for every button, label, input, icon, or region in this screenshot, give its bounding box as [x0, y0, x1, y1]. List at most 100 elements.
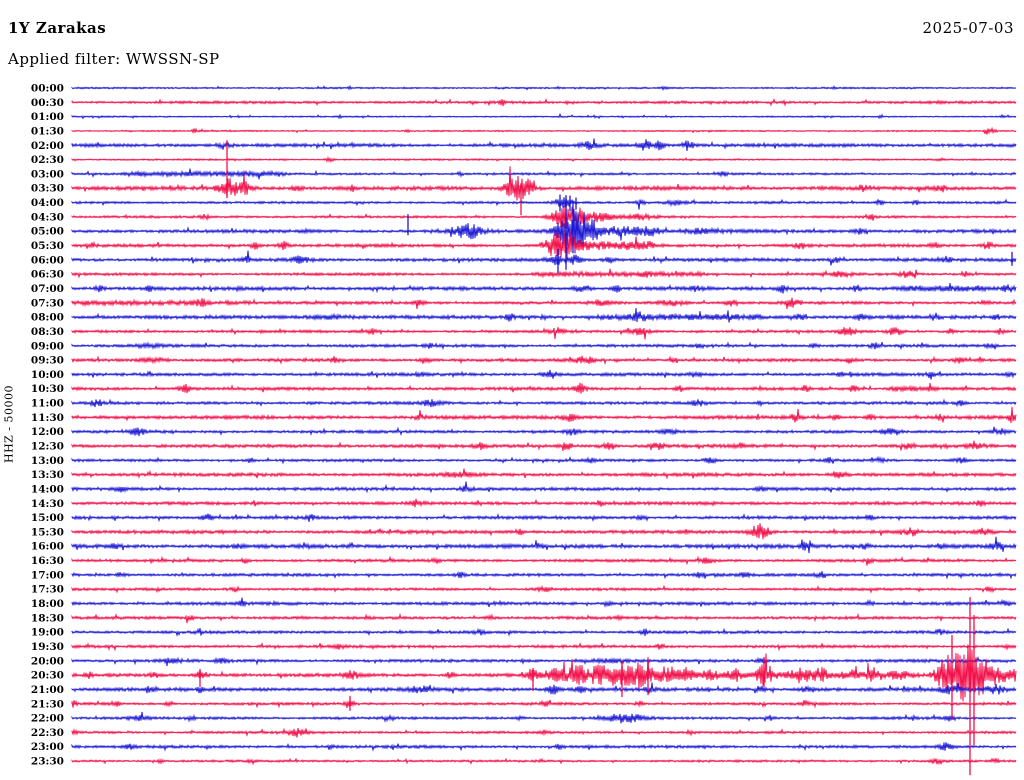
- time-label-1830: 18:30: [31, 612, 64, 624]
- trace-row-0530: [71, 230, 1017, 260]
- time-label-1930: 19:30: [31, 641, 64, 653]
- trace-row-1200: [71, 426, 1017, 437]
- trace-row-1600: [71, 536, 1017, 554]
- time-label-0600: 06:00: [31, 254, 64, 266]
- trace-row-2300: [71, 742, 1017, 752]
- trace-row-1300: [71, 455, 1017, 465]
- time-label-1230: 12:30: [31, 441, 64, 453]
- time-label-0800: 08:00: [31, 312, 64, 324]
- time-label-1430: 14:30: [31, 498, 64, 510]
- time-label-1400: 14:00: [31, 484, 64, 496]
- time-label-0400: 04:00: [31, 197, 64, 209]
- date-label: 2025-07-03: [922, 19, 1014, 37]
- time-label-0330: 03:30: [31, 183, 64, 195]
- trace-row-0330: [71, 166, 1017, 201]
- trace-row-0600: [71, 250, 1017, 266]
- time-label-0930: 09:30: [31, 355, 64, 367]
- time-label-1700: 17:00: [31, 569, 64, 581]
- trace-row-1500: [71, 513, 1017, 523]
- time-label-1130: 11:30: [31, 412, 64, 424]
- time-label-0500: 05:00: [31, 226, 64, 238]
- time-label-2100: 21:00: [31, 684, 64, 696]
- trace-row-0030: [71, 97, 1017, 107]
- trace-row-0230: [71, 156, 1017, 163]
- time-label-1530: 15:30: [31, 526, 64, 538]
- time-label-1500: 15:00: [31, 512, 64, 524]
- trace-row-0930: [71, 355, 1017, 366]
- trace-row-0630: [71, 268, 1017, 279]
- time-label-0000: 00:00: [31, 83, 64, 95]
- trace-row-0700: [71, 282, 1017, 294]
- trace-row-0730: [71, 297, 1017, 310]
- trace-row-1130: [71, 406, 1017, 424]
- time-label-0030: 00:30: [31, 97, 64, 109]
- time-label-1300: 13:00: [31, 455, 64, 467]
- time-label-0700: 07:00: [31, 283, 64, 295]
- trace-row-1700: [71, 570, 1017, 580]
- trace-row-1230: [71, 440, 1017, 451]
- trace-row-2230: [71, 727, 1017, 738]
- trace-row-1430: [71, 498, 1017, 508]
- time-label-1000: 10:00: [31, 369, 64, 381]
- trace-row-1000: [71, 369, 1017, 380]
- trace-row-0400: [71, 197, 1017, 210]
- trace-row-0830: [71, 327, 1017, 340]
- time-label-2300: 23:00: [31, 741, 64, 753]
- time-label-2230: 22:30: [31, 727, 64, 739]
- trace-row-2000: [71, 655, 1017, 667]
- time-label-1330: 13:30: [31, 469, 64, 481]
- station-title: 1Y Zarakas: [8, 19, 107, 37]
- filter-label: Applied filter: WWSSN-SP: [8, 50, 220, 68]
- trace-row-0300: [71, 168, 1017, 180]
- trace-row-0900: [71, 341, 1017, 351]
- trace-row-2130: [71, 699, 1017, 709]
- trace-row-0430: [71, 205, 1017, 229]
- time-label-2030: 20:30: [31, 670, 64, 682]
- trace-row-2100: [71, 682, 1017, 695]
- trace-row-0500: [71, 208, 1017, 254]
- time-label-2330: 23:30: [31, 756, 64, 768]
- trace-row-1100: [71, 398, 1017, 408]
- trace-row-1530: [71, 523, 1017, 540]
- trace-row-1730: [71, 584, 1017, 594]
- time-label-0100: 01:00: [31, 111, 64, 123]
- time-label-0530: 05:30: [31, 240, 64, 252]
- time-label-1200: 12:00: [31, 426, 64, 438]
- trace-row-1800: [71, 597, 1017, 608]
- trace-row-2330: [71, 757, 1017, 766]
- trace-row-1830: [71, 612, 1017, 624]
- time-label-2200: 22:00: [31, 713, 64, 725]
- time-label-0130: 01:30: [31, 126, 64, 138]
- trace-row-0100: [71, 112, 1017, 120]
- time-label-0830: 08:30: [31, 326, 64, 338]
- time-label-1900: 19:00: [31, 627, 64, 639]
- time-label-0730: 07:30: [31, 297, 64, 309]
- time-label-2000: 20:00: [31, 655, 64, 667]
- time-label-1100: 11:00: [31, 398, 64, 410]
- time-label-1730: 17:30: [31, 584, 64, 596]
- trace-row-1400: [71, 481, 1017, 494]
- time-label-1800: 18:00: [31, 598, 64, 610]
- trace-row-1030: [71, 382, 1017, 394]
- trace-row-0200: [71, 138, 1017, 151]
- trace-row-2200: [71, 711, 1017, 724]
- time-label-2130: 21:30: [31, 698, 64, 710]
- trace-row-1630: [71, 555, 1017, 566]
- time-label-0230: 02:30: [31, 154, 64, 166]
- time-label-0900: 09:00: [31, 340, 64, 352]
- time-label-1030: 10:30: [31, 383, 64, 395]
- time-label-1600: 16:00: [31, 541, 64, 553]
- time-label-0630: 06:30: [31, 269, 64, 281]
- trace-row-1930: [71, 642, 1017, 652]
- time-label-1630: 16:30: [31, 555, 64, 567]
- trace-row-1900: [71, 627, 1017, 637]
- time-label-0300: 03:00: [31, 168, 64, 180]
- trace-row-0000: [71, 84, 1017, 91]
- trace-row-1330: [71, 468, 1017, 480]
- time-label-0430: 04:30: [31, 211, 64, 223]
- time-label-0200: 02:00: [31, 140, 64, 152]
- trace-row-0130: [71, 126, 1017, 135]
- trace-row-2030: [71, 644, 1017, 702]
